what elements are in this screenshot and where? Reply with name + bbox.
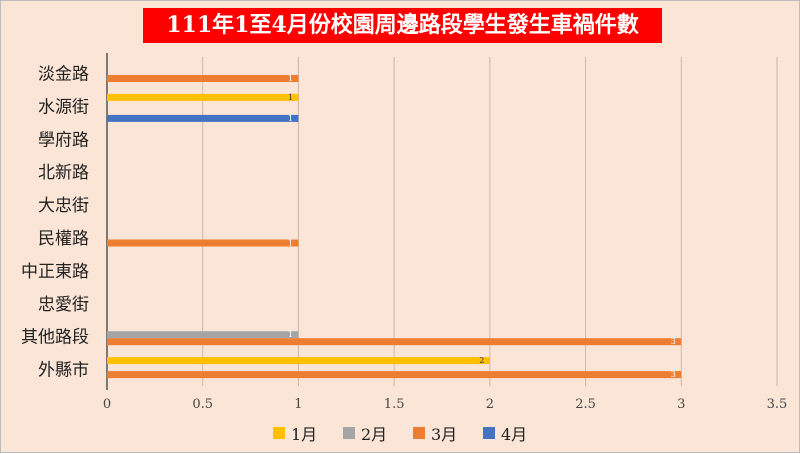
legend-swatch-2月 xyxy=(343,427,355,439)
legend-label: 2月 xyxy=(361,425,387,444)
legend-label: 3月 xyxy=(431,425,457,444)
category-label: 中正東路 xyxy=(21,262,89,282)
category-label: 民權路 xyxy=(38,229,89,249)
x-tick-label: 3.5 xyxy=(767,397,788,412)
legend-label: 4月 xyxy=(501,425,527,444)
data-label: 1 xyxy=(288,93,293,102)
category-label: 忠愛街 xyxy=(38,295,89,315)
bar-3月 xyxy=(107,75,299,82)
data-label: 1 xyxy=(288,239,293,248)
data-label: 1 xyxy=(288,74,293,83)
bar-3月 xyxy=(107,239,299,247)
category-label: 其他路段 xyxy=(21,328,89,348)
data-label: 1 xyxy=(288,114,293,123)
category-label: 大忠街 xyxy=(38,196,89,216)
legend-label: 1月 xyxy=(291,425,317,444)
legend-swatch-3月 xyxy=(413,427,425,439)
data-label: 3 xyxy=(671,370,676,379)
category-label: 水源街 xyxy=(38,97,89,117)
x-tick-label: 2.5 xyxy=(575,397,596,412)
bar-3月 xyxy=(107,338,682,346)
x-tick-label: 1.5 xyxy=(384,397,405,412)
data-label: 1 xyxy=(288,330,293,339)
x-tick-label: 0.5 xyxy=(192,397,213,412)
x-tick-label: 3 xyxy=(677,397,685,412)
x-tick-label: 2 xyxy=(486,397,494,412)
data-label: 3 xyxy=(671,337,676,346)
bar-2月 xyxy=(107,331,299,339)
x-tick-label: 1 xyxy=(294,397,302,412)
category-label: 北新路 xyxy=(38,163,89,183)
bar-4月 xyxy=(107,114,299,122)
category-label: 外縣市 xyxy=(38,361,89,381)
bar-1月 xyxy=(107,357,490,365)
category-label: 淡金路 xyxy=(38,64,89,84)
chart-title: 111年1至4月份校園周邊路段學生發生車禍件數 xyxy=(143,8,662,43)
legend-swatch-4月 xyxy=(483,427,495,439)
x-tick-label: 0 xyxy=(103,397,111,412)
legend-swatch-1月 xyxy=(273,427,285,439)
category-label: 學府路 xyxy=(38,130,89,150)
bar-1月 xyxy=(107,93,299,101)
data-label: 2 xyxy=(479,356,484,365)
bar-3月 xyxy=(107,371,682,379)
